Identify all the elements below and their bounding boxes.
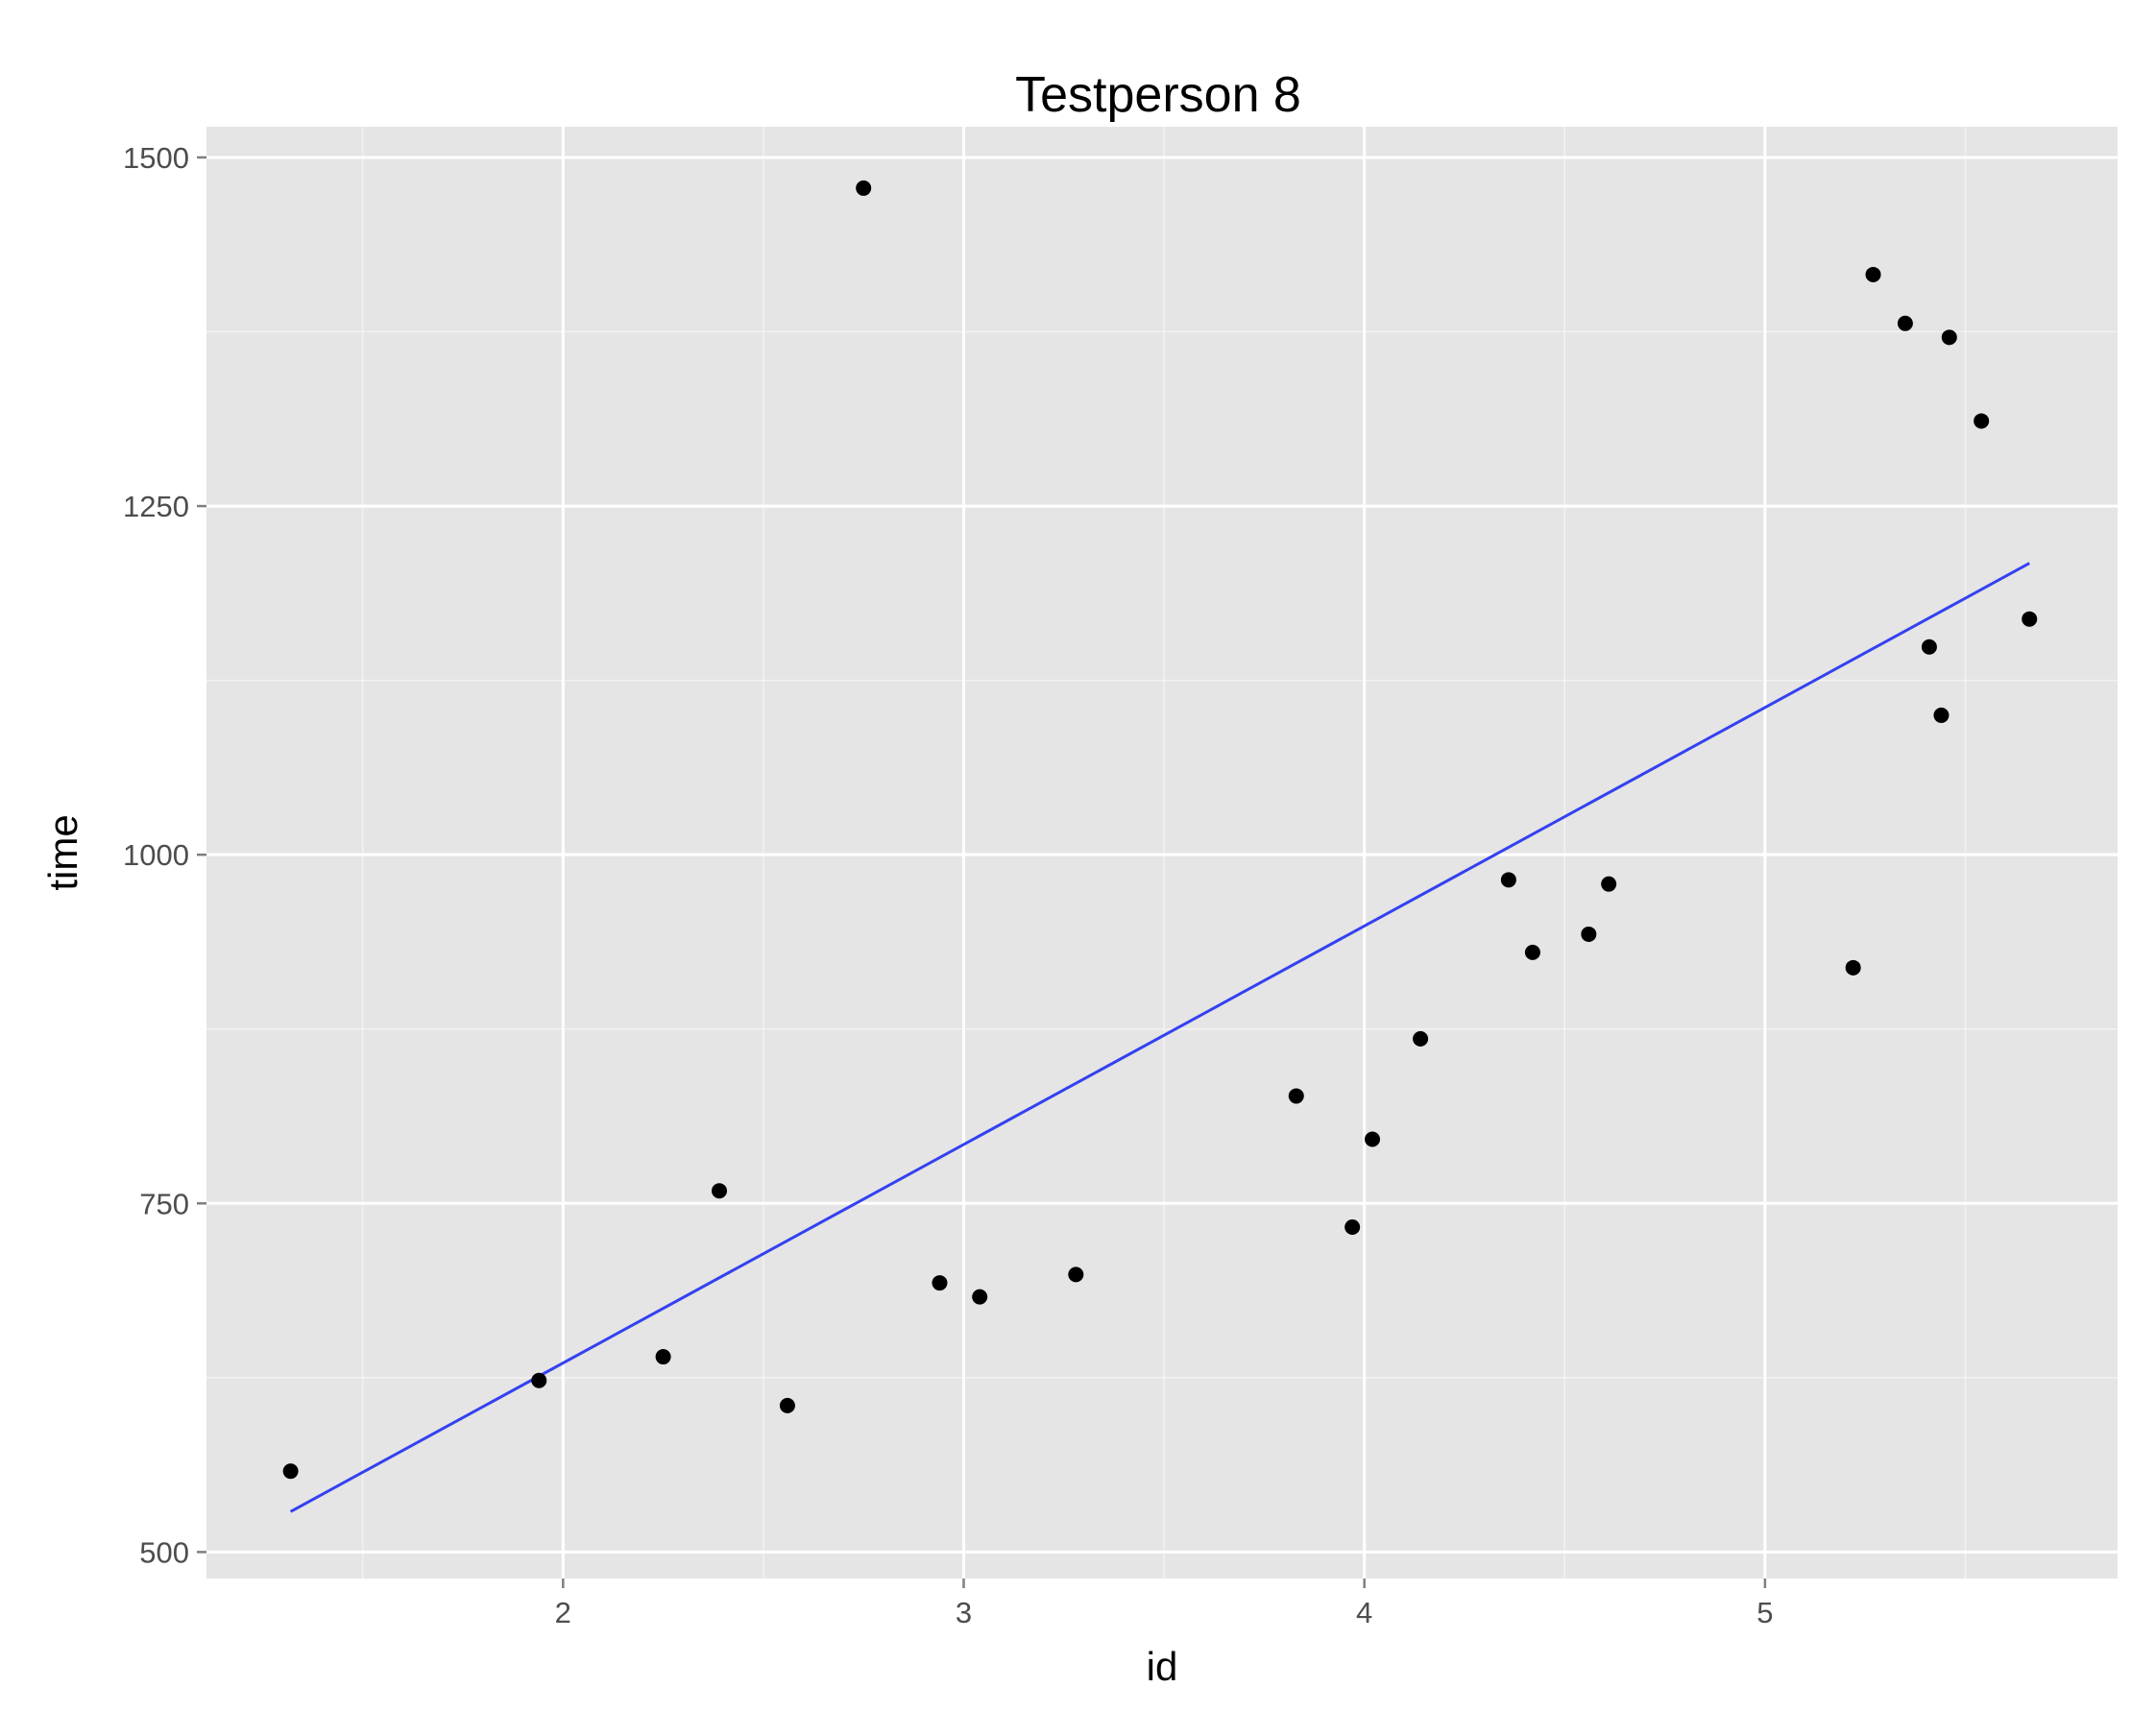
- data-point-21: [1933, 707, 1950, 723]
- data-point-24: [2022, 611, 2038, 627]
- data-point-8: [1068, 1266, 1084, 1283]
- y-tick-label-4: 1500: [123, 141, 189, 175]
- data-point-1: [531, 1372, 547, 1388]
- data-point-0: [282, 1463, 299, 1480]
- y-tick-label-0: 500: [139, 1535, 189, 1569]
- data-point-12: [1413, 1030, 1429, 1047]
- x-tick-label-1: 3: [956, 1596, 972, 1629]
- data-point-9: [1288, 1088, 1304, 1104]
- y-axis-title: time: [40, 814, 85, 890]
- data-point-2: [655, 1349, 671, 1365]
- data-point-16: [1601, 876, 1617, 892]
- data-point-5: [856, 180, 872, 196]
- data-point-13: [1500, 872, 1516, 888]
- data-points: [282, 180, 2038, 1480]
- x-tick-label-0: 2: [555, 1596, 571, 1629]
- data-point-18: [1865, 266, 1881, 282]
- major-gridlines: [206, 127, 2118, 1579]
- data-point-14: [1524, 944, 1540, 960]
- data-point-6: [932, 1275, 948, 1291]
- x-axis: 2 3 4 5: [555, 1579, 1773, 1629]
- y-axis: 500 750 1000 1250 1500: [123, 141, 206, 1569]
- chart-title: Testperson 8: [1015, 67, 1301, 123]
- data-point-15: [1581, 926, 1597, 942]
- data-point-11: [1365, 1131, 1381, 1147]
- data-point-3: [712, 1183, 728, 1199]
- minor-gridlines: [206, 127, 2118, 1579]
- x-tick-label-2: 4: [1356, 1596, 1372, 1629]
- x-axis-title: id: [1147, 1644, 1178, 1689]
- data-point-4: [779, 1397, 795, 1413]
- plot-panel: [206, 127, 2118, 1579]
- data-point-19: [1897, 315, 1913, 331]
- trend-line-layer: [289, 562, 2030, 1513]
- y-tick-label-1: 750: [139, 1187, 189, 1220]
- data-point-10: [1344, 1218, 1361, 1235]
- y-tick-label-3: 1250: [123, 490, 189, 523]
- y-tick-label-2: 1000: [123, 838, 189, 872]
- data-point-20: [1921, 639, 1937, 655]
- data-point-22: [1941, 329, 1957, 346]
- trend-line: [289, 562, 2030, 1513]
- data-point-17: [1845, 959, 1861, 976]
- data-point-7: [972, 1289, 988, 1305]
- x-tick-label-3: 5: [1756, 1596, 1773, 1629]
- data-point-23: [1974, 413, 1990, 429]
